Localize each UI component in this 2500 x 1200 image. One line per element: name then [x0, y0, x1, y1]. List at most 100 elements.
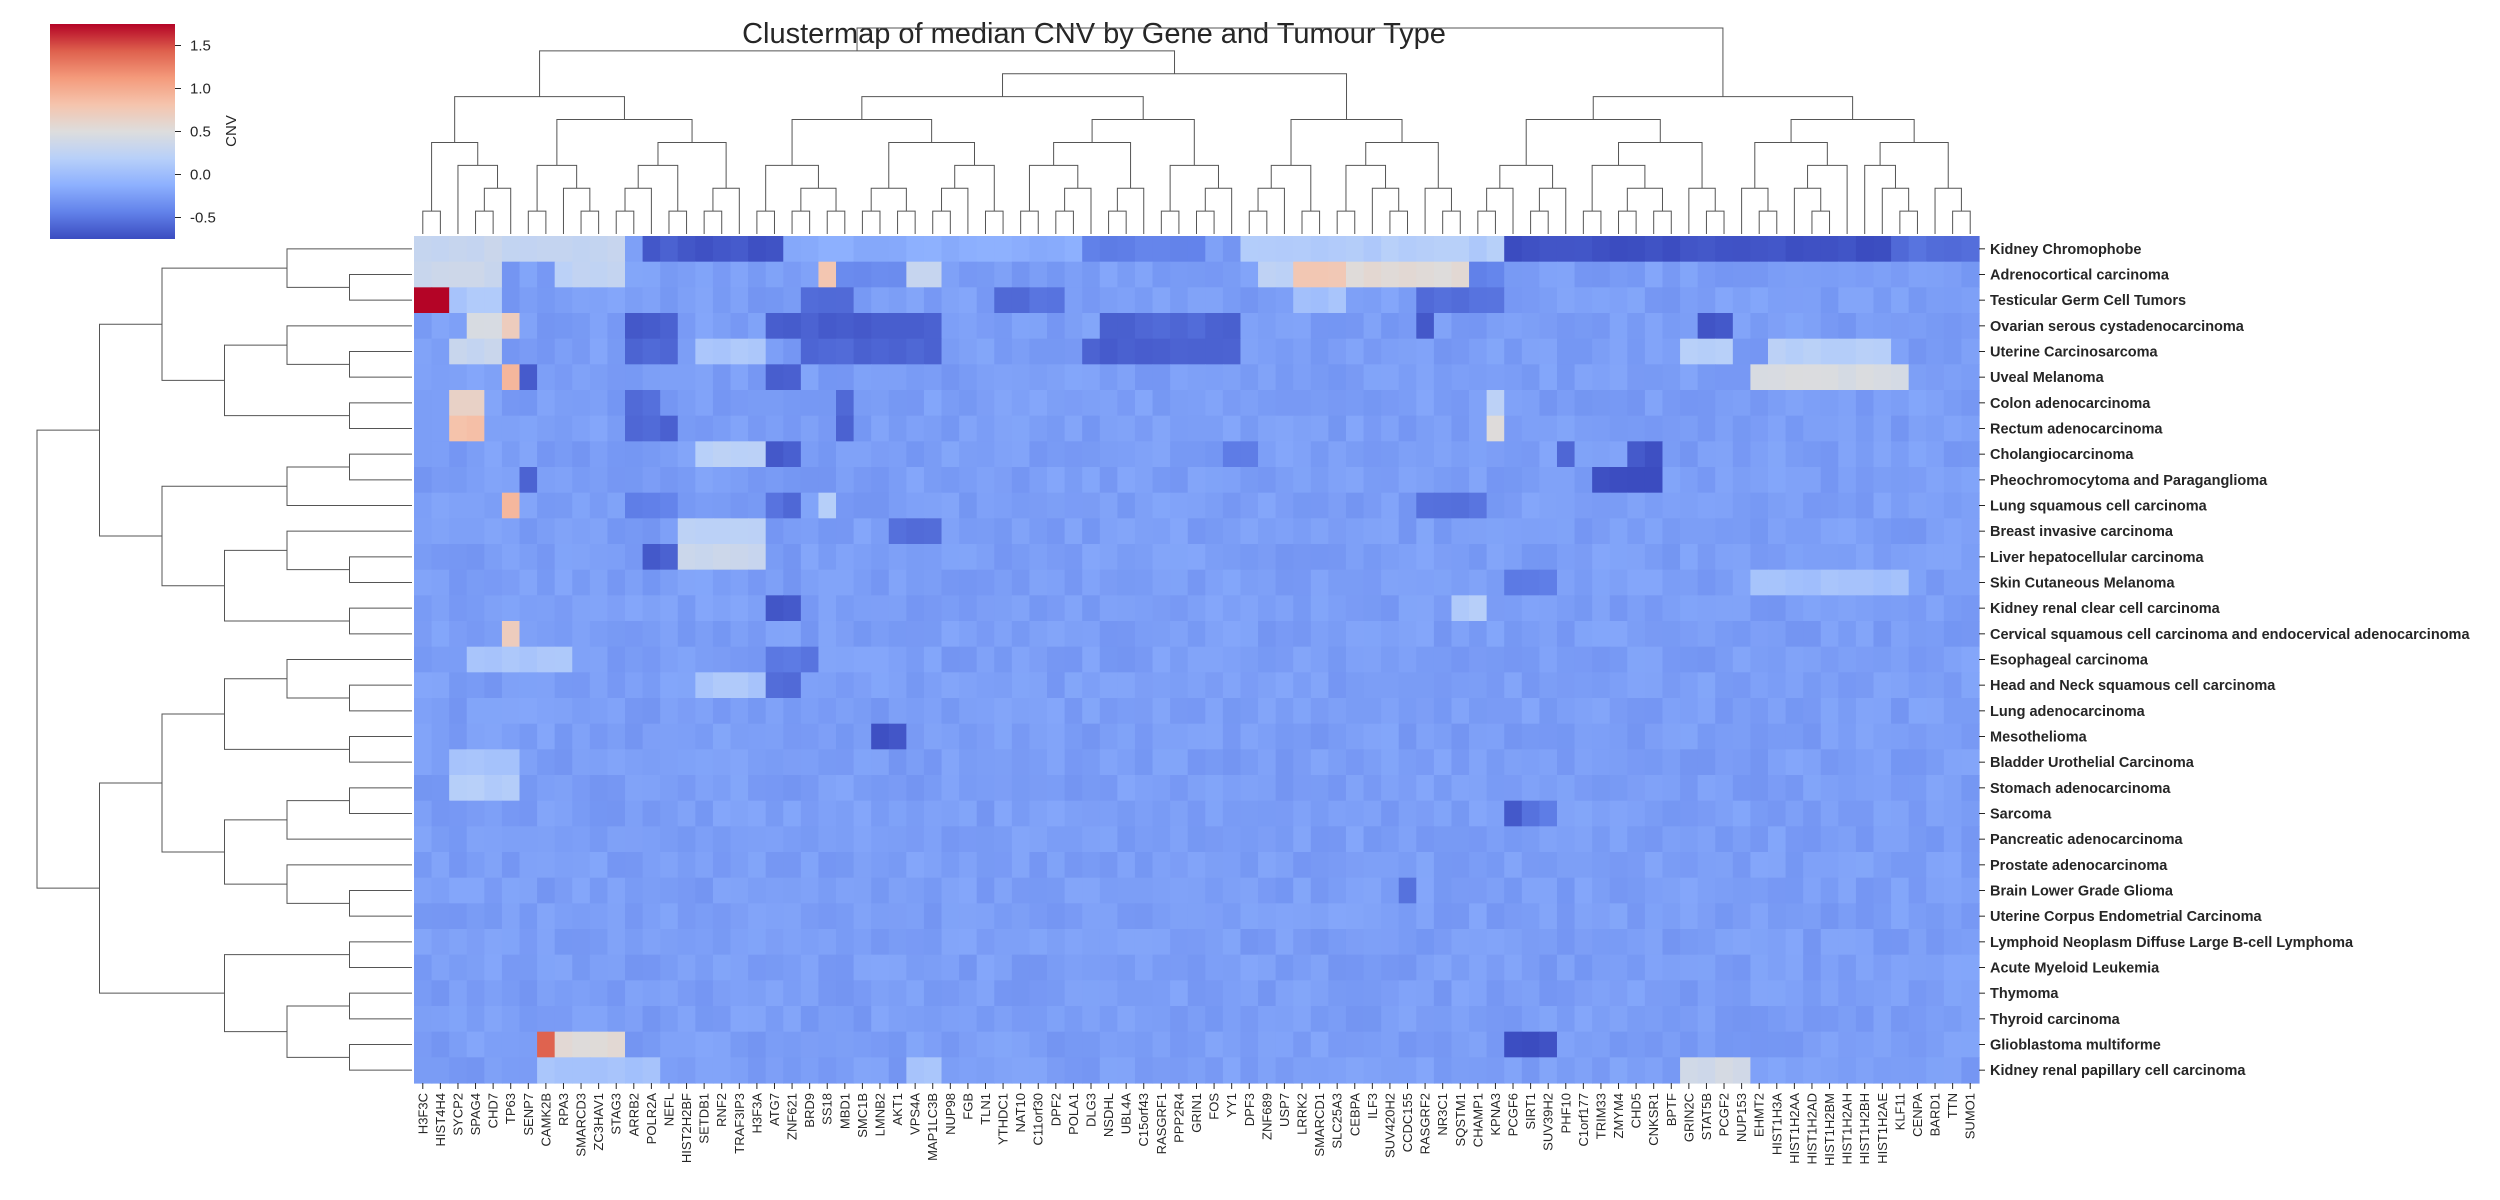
heatmap-cell	[1504, 954, 1523, 981]
column-label: TLN1	[978, 1093, 993, 1125]
heatmap-cell	[1134, 1006, 1154, 1033]
heatmap-cell	[695, 313, 714, 340]
heatmap-cell	[1222, 672, 1242, 699]
heatmap-cell	[1134, 980, 1154, 1007]
heatmap-cell	[906, 646, 925, 673]
heatmap-cell	[994, 313, 1013, 340]
heatmap-cell	[1592, 492, 1611, 519]
heatmap-cell	[1381, 749, 1400, 776]
heatmap-cell	[1258, 595, 1277, 622]
chart-title: Clustermap of median CNV by Gene and Tum…	[742, 18, 1446, 50]
heatmap-cell	[1240, 929, 1259, 956]
heatmap-cell	[1521, 1031, 1540, 1058]
heatmap-cell	[959, 441, 978, 468]
row-label: Kidney renal papillary cell carcinoma	[1990, 1063, 2246, 1079]
column-label: HIST2H2BF	[679, 1093, 694, 1163]
heatmap-cell	[1328, 621, 1347, 648]
heatmap-cell	[589, 826, 609, 853]
heatmap-cell	[625, 313, 644, 340]
heatmap-cell	[677, 903, 696, 930]
heatmap-cell	[572, 492, 591, 519]
heatmap-cell	[1908, 595, 1927, 622]
heatmap-cell	[853, 800, 872, 827]
row-label: Brain Lower Grade Glioma	[1990, 884, 2174, 900]
heatmap-cell	[1187, 621, 1206, 648]
heatmap-cell	[1627, 621, 1646, 648]
heatmap-cell	[1820, 826, 1839, 853]
heatmap-cell	[1328, 390, 1347, 417]
heatmap-cell	[994, 1006, 1013, 1033]
heatmap-cell	[1310, 518, 1329, 545]
row-dendrogram-link	[99, 323, 162, 537]
column-dendrogram-link	[1653, 210, 1672, 234]
heatmap-cell	[1539, 1031, 1558, 1058]
heatmap-cell	[1240, 518, 1259, 545]
heatmap-cell	[730, 595, 749, 622]
heatmap-cell	[1486, 313, 1505, 340]
heatmap-cell	[1011, 518, 1031, 545]
heatmap-cell	[1363, 236, 1382, 263]
heatmap-cell	[1609, 236, 1628, 263]
heatmap-cell	[1891, 980, 1910, 1007]
heatmap-cell	[501, 569, 521, 596]
heatmap-cell	[1152, 852, 1171, 879]
heatmap-cell	[431, 775, 450, 802]
heatmap-cell	[800, 467, 820, 494]
heatmap-cell	[607, 1006, 626, 1033]
heatmap-cell	[1486, 800, 1505, 827]
heatmap-cell	[1504, 646, 1523, 673]
heatmap-cell	[1275, 338, 1294, 365]
heatmap-cell	[1908, 1006, 1927, 1033]
row-label: Testicular Germ Cell Tumors	[1990, 293, 2186, 309]
heatmap-cell	[1644, 672, 1664, 699]
heatmap-cell	[712, 723, 732, 750]
heatmap-cell	[1627, 261, 1646, 288]
heatmap-cell	[800, 723, 820, 750]
heatmap-cell	[1750, 518, 1769, 545]
heatmap-cell	[519, 313, 538, 340]
heatmap-cell	[1433, 877, 1453, 904]
column-dendrogram-link	[861, 210, 881, 234]
heatmap-cell	[1275, 749, 1294, 776]
heatmap-cell	[1574, 698, 1593, 725]
heatmap-cell	[712, 903, 732, 930]
heatmap-cell	[1838, 929, 1857, 956]
heatmap-cell	[1574, 723, 1593, 750]
heatmap-cell	[1345, 646, 1365, 673]
heatmap-cell	[1047, 929, 1066, 956]
heatmap-cell	[1170, 775, 1189, 802]
heatmap-cell	[1064, 698, 1083, 725]
heatmap-cell	[414, 364, 433, 391]
heatmap-cell	[1908, 672, 1927, 699]
heatmap-cell	[1697, 415, 1716, 442]
heatmap-cell	[431, 723, 450, 750]
heatmap-cell	[1064, 441, 1083, 468]
heatmap-cell	[695, 929, 714, 956]
heatmap-cell	[1082, 415, 1101, 442]
heatmap-cell	[1029, 621, 1048, 648]
heatmap-cell	[1873, 364, 1892, 391]
heatmap-cell	[1539, 1006, 1558, 1033]
heatmap-cell	[765, 467, 784, 494]
heatmap-cell	[589, 749, 609, 776]
heatmap-cell	[537, 954, 556, 981]
heatmap-cell	[1592, 980, 1611, 1007]
heatmap-cell	[1222, 261, 1242, 288]
heatmap-cell	[1644, 518, 1664, 545]
heatmap-cell	[1381, 492, 1400, 519]
heatmap-cell	[1117, 723, 1136, 750]
heatmap-cell	[1961, 544, 1980, 571]
heatmap-cell	[1328, 903, 1347, 930]
heatmap-cell	[818, 338, 837, 365]
column-dendrogram-link	[431, 141, 479, 212]
heatmap-cell	[730, 800, 749, 827]
heatmap-cell	[1767, 236, 1787, 263]
heatmap-cell	[1381, 1057, 1400, 1084]
heatmap-cell	[1785, 569, 1804, 596]
heatmap-cell	[1222, 775, 1242, 802]
heatmap-cell	[625, 929, 644, 956]
heatmap-cell	[414, 903, 433, 930]
heatmap-cell	[1047, 749, 1066, 776]
heatmap-cell	[1345, 800, 1365, 827]
heatmap-cell	[853, 364, 872, 391]
